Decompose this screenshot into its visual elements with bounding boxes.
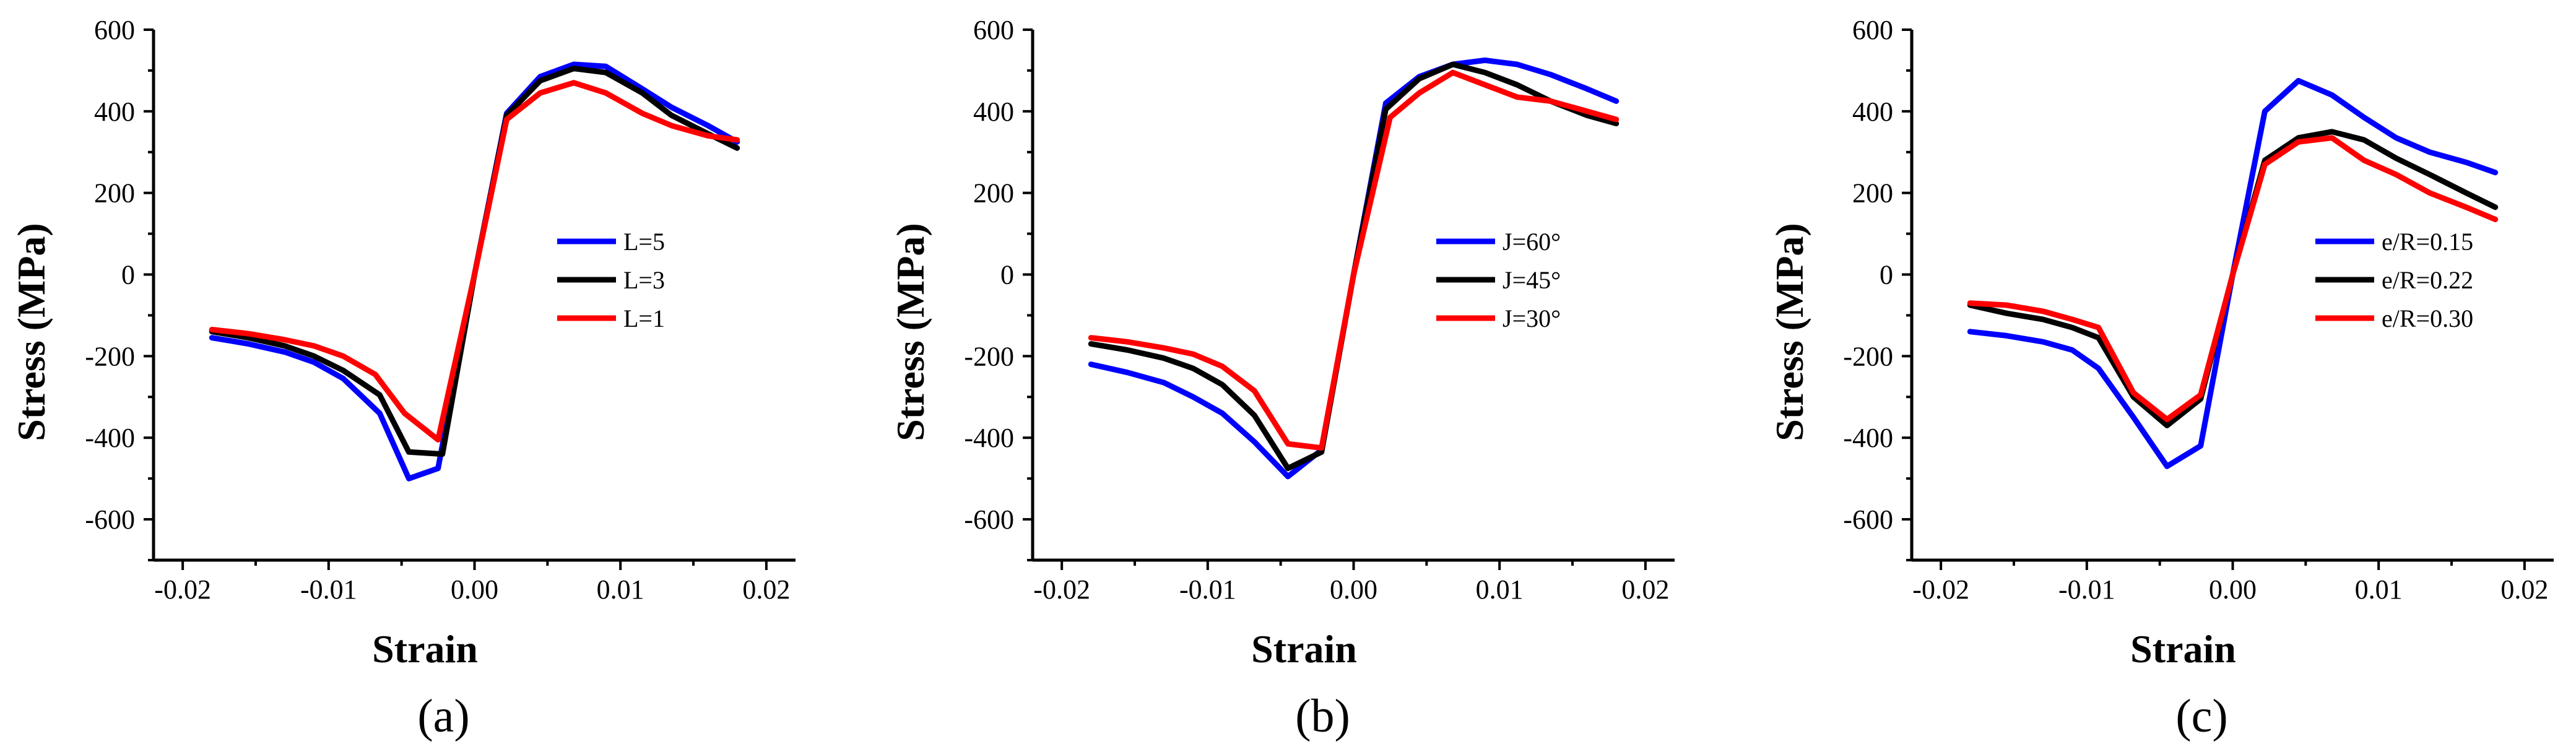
legend: J=60° J=45° J=30° (1436, 228, 1561, 332)
y-tick-label: 400 (94, 97, 135, 127)
x-axis-title: Strain (372, 627, 478, 671)
legend: L=5 L=3 L=1 (557, 228, 665, 332)
y-tick-label: -600 (85, 504, 135, 535)
chart-panel-2: -600 -400 -200 0 200 400 600 -0.02 -0.01 0.00 0.01… (1767, 15, 2554, 742)
legend-label: J=30° (1503, 305, 1561, 332)
x-tick-label: 0.01 (2355, 574, 2403, 605)
panel-label: (b) (1295, 690, 1350, 742)
x-tick-label: 0.00 (1330, 574, 1377, 605)
legend-label: L=1 (623, 305, 665, 332)
legend: e/R=0.15 e/R=0.22 e/R=0.30 (2315, 228, 2473, 332)
y-tick-label: 0 (1000, 260, 1014, 290)
y-tick-label: -600 (1843, 504, 1893, 535)
legend-label: e/R=0.15 (2382, 228, 2473, 256)
chart-panel-1: -600 -400 -200 0 200 400 600 -0.02 -0.01 0.00 0.01… (888, 15, 1675, 742)
y-tick-label: 0 (1880, 260, 1893, 290)
series-line-2 (1967, 135, 2499, 423)
x-tick-label: 0.02 (1621, 574, 1669, 605)
y-axis-title: Stress (MPa) (1767, 223, 1811, 441)
y-tick-label: 600 (973, 15, 1014, 45)
legend-label: e/R=0.30 (2382, 305, 2473, 332)
x-tick-label: 0.01 (1476, 574, 1524, 605)
x-tick-label: -0.01 (2058, 574, 2115, 605)
y-tick-label: -200 (1843, 341, 1893, 371)
y-tick-label: 200 (1852, 178, 1893, 209)
chart-panel-0: -600 -400 -200 0 200 400 600 -0.02 -0.01 0.00 0.01… (9, 15, 796, 742)
x-tick-label: -0.01 (300, 574, 357, 605)
legend-label: e/R=0.22 (2382, 266, 2473, 294)
series-line-2 (1088, 69, 1620, 451)
y-tick-label: 600 (1852, 15, 1893, 45)
x-tick-label: 0.00 (451, 574, 498, 605)
legend-label: J=60° (1503, 228, 1561, 256)
x-tick-label: 0.01 (597, 574, 644, 605)
y-tick-label: 400 (1852, 97, 1893, 127)
x-tick-label: -0.02 (1033, 574, 1090, 605)
panel-label: (c) (2175, 690, 2227, 742)
y-tick-label: 400 (973, 97, 1014, 127)
x-tick-label: 0.02 (742, 574, 790, 605)
y-tick-label: 200 (94, 178, 135, 209)
legend-label: J=45° (1503, 266, 1561, 294)
y-tick-label: -200 (85, 341, 135, 371)
legend-label: L=5 (623, 228, 665, 256)
y-tick-label: -400 (85, 423, 135, 453)
y-tick-label: -400 (1843, 423, 1893, 453)
y-tick-label: -200 (964, 341, 1014, 371)
y-tick-label: 0 (121, 260, 135, 290)
legend-label: L=3 (623, 266, 665, 294)
y-tick-label: 600 (94, 15, 135, 45)
x-tick-label: 0.00 (2209, 574, 2257, 605)
y-tick-label: -600 (964, 504, 1014, 535)
x-tick-label: -0.02 (154, 574, 211, 605)
x-tick-label: -0.02 (1912, 574, 1969, 605)
x-axis-title: Strain (2130, 627, 2236, 671)
y-axis-title: Stress (MPa) (888, 223, 932, 441)
x-axis-title: Strain (1251, 627, 1357, 671)
y-tick-label: -400 (964, 423, 1014, 453)
y-axis-title: Stress (MPa) (9, 223, 53, 441)
panel-label: (a) (417, 690, 469, 742)
series-line-2 (209, 80, 740, 443)
x-tick-label: -0.01 (1179, 574, 1236, 605)
x-tick-label: 0.02 (2500, 574, 2548, 605)
y-tick-label: 200 (973, 178, 1014, 209)
